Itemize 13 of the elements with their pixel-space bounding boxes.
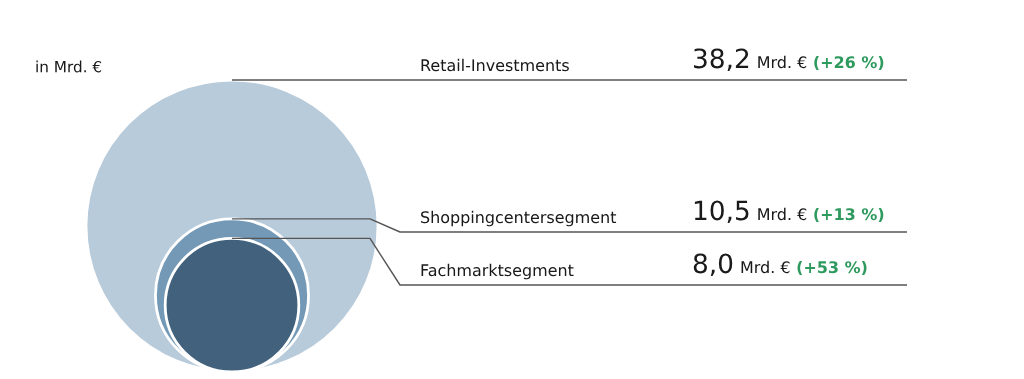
text: in Mrd. € <box>36 60 102 73</box>
category-label: Shoppingcentersegment <box>421 210 617 227</box>
data-label: 10,5 <box>694 200 749 224</box>
text: Mrd. € <box>758 55 807 69</box>
data-label: 8,0 <box>693 253 733 277</box>
text: (+53 %) <box>797 260 867 276</box>
category-label: Fachmarktsegment <box>421 263 574 280</box>
text: Mrd. € <box>758 207 807 221</box>
category-label: Retail-Investments <box>421 58 569 72</box>
text: (+13 %) <box>814 207 884 223</box>
text: (+26 %) <box>814 55 884 71</box>
data-label: 38,2 <box>694 48 749 72</box>
text: Mrd. € <box>741 260 790 274</box>
